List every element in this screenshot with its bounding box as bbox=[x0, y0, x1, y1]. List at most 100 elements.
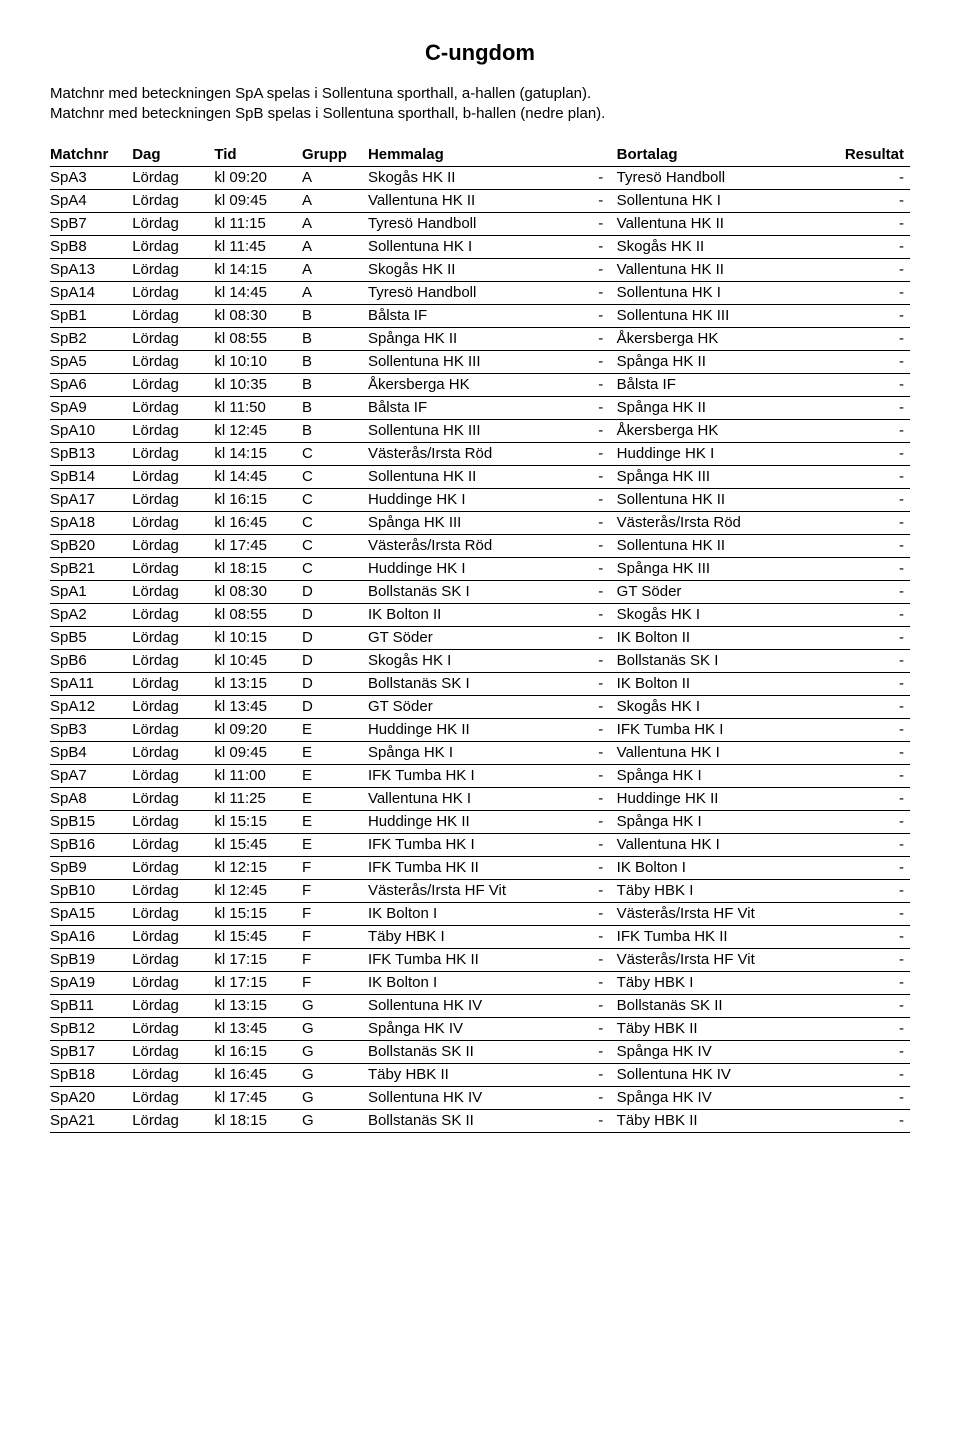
table-row: SpA19Lördagkl 17:15FIK Bolton I-Täby HBK… bbox=[50, 971, 910, 994]
cell-grupp: G bbox=[302, 1086, 368, 1109]
cell-dash: - bbox=[591, 396, 617, 419]
cell-bortalag: Spånga HK II bbox=[617, 396, 840, 419]
cell-dash: - bbox=[591, 718, 617, 741]
cell-bortalag: Spånga HK III bbox=[617, 557, 840, 580]
cell-dash: - bbox=[591, 810, 617, 833]
cell-bortalag: Vallentuna HK I bbox=[617, 741, 840, 764]
cell-resultat: - bbox=[839, 994, 910, 1017]
cell-grupp: A bbox=[302, 166, 368, 189]
cell-dag: Lördag bbox=[132, 856, 214, 879]
cell-dash: - bbox=[591, 1109, 617, 1132]
table-row: SpB9Lördagkl 12:15FIFK Tumba HK II-IK Bo… bbox=[50, 856, 910, 879]
cell-resultat: - bbox=[839, 948, 910, 971]
cell-dash: - bbox=[591, 672, 617, 695]
cell-bortalag: Sollentuna HK I bbox=[617, 281, 840, 304]
cell-dash: - bbox=[591, 764, 617, 787]
cell-dag: Lördag bbox=[132, 1040, 214, 1063]
cell-grupp: E bbox=[302, 718, 368, 741]
cell-grupp: F bbox=[302, 948, 368, 971]
cell-resultat: - bbox=[839, 764, 910, 787]
cell-resultat: - bbox=[839, 1040, 910, 1063]
cell-resultat: - bbox=[839, 442, 910, 465]
cell-hemmalag: Bollstanäs SK I bbox=[368, 580, 591, 603]
table-row: SpA8Lördagkl 11:25EVallentuna HK I-Huddi… bbox=[50, 787, 910, 810]
cell-matchnr: SpA8 bbox=[50, 787, 132, 810]
cell-bortalag: Sollentuna HK IV bbox=[617, 1063, 840, 1086]
cell-resultat: - bbox=[839, 718, 910, 741]
cell-matchnr: SpB8 bbox=[50, 235, 132, 258]
header-grupp: Grupp bbox=[302, 143, 368, 167]
cell-dag: Lördag bbox=[132, 741, 214, 764]
cell-hemmalag: GT Söder bbox=[368, 695, 591, 718]
cell-dash: - bbox=[591, 580, 617, 603]
cell-tid: kl 13:45 bbox=[214, 1017, 302, 1040]
cell-hemmalag: Sollentuna HK IV bbox=[368, 1086, 591, 1109]
cell-dag: Lördag bbox=[132, 810, 214, 833]
table-row: SpB2Lördagkl 08:55BSpånga HK II-Åkersber… bbox=[50, 327, 910, 350]
cell-dash: - bbox=[591, 189, 617, 212]
table-row: SpB18Lördagkl 16:45GTäby HBK II-Sollentu… bbox=[50, 1063, 910, 1086]
cell-bortalag: Spånga HK IV bbox=[617, 1040, 840, 1063]
table-row: SpB7Lördagkl 11:15ATyresö Handboll-Valle… bbox=[50, 212, 910, 235]
cell-tid: kl 08:55 bbox=[214, 603, 302, 626]
cell-resultat: - bbox=[839, 603, 910, 626]
cell-dag: Lördag bbox=[132, 235, 214, 258]
cell-resultat: - bbox=[839, 810, 910, 833]
cell-matchnr: SpB20 bbox=[50, 534, 132, 557]
cell-dash: - bbox=[591, 603, 617, 626]
cell-tid: kl 09:20 bbox=[214, 166, 302, 189]
cell-grupp: C bbox=[302, 511, 368, 534]
cell-bortalag: Skogås HK I bbox=[617, 603, 840, 626]
cell-grupp: G bbox=[302, 1109, 368, 1132]
table-row: SpB17Lördagkl 16:15GBollstanäs SK II-Spå… bbox=[50, 1040, 910, 1063]
cell-dash: - bbox=[591, 1086, 617, 1109]
cell-resultat: - bbox=[839, 580, 910, 603]
table-row: SpB12Lördagkl 13:45GSpånga HK IV-Täby HB… bbox=[50, 1017, 910, 1040]
cell-tid: kl 08:30 bbox=[214, 580, 302, 603]
cell-bortalag: IK Bolton II bbox=[617, 672, 840, 695]
cell-tid: kl 17:45 bbox=[214, 534, 302, 557]
cell-resultat: - bbox=[839, 1063, 910, 1086]
cell-dash: - bbox=[591, 557, 617, 580]
cell-dag: Lördag bbox=[132, 327, 214, 350]
cell-hemmalag: Vallentuna HK I bbox=[368, 787, 591, 810]
cell-bortalag: GT Söder bbox=[617, 580, 840, 603]
cell-resultat: - bbox=[839, 511, 910, 534]
cell-tid: kl 14:15 bbox=[214, 258, 302, 281]
cell-dag: Lördag bbox=[132, 465, 214, 488]
cell-hemmalag: Huddinge HK I bbox=[368, 488, 591, 511]
cell-tid: kl 10:45 bbox=[214, 649, 302, 672]
cell-matchnr: SpB7 bbox=[50, 212, 132, 235]
cell-grupp: C bbox=[302, 557, 368, 580]
cell-hemmalag: IFK Tumba HK I bbox=[368, 764, 591, 787]
cell-tid: kl 08:30 bbox=[214, 304, 302, 327]
cell-dag: Lördag bbox=[132, 396, 214, 419]
cell-matchnr: SpB1 bbox=[50, 304, 132, 327]
cell-resultat: - bbox=[839, 212, 910, 235]
table-row: SpB11Lördagkl 13:15GSollentuna HK IV-Bol… bbox=[50, 994, 910, 1017]
cell-bortalag: Västerås/Irsta HF Vit bbox=[617, 948, 840, 971]
cell-bortalag: Tyresö Handboll bbox=[617, 166, 840, 189]
table-row: SpA9Lördagkl 11:50BBålsta IF-Spånga HK I… bbox=[50, 396, 910, 419]
cell-bortalag: IFK Tumba HK II bbox=[617, 925, 840, 948]
cell-resultat: - bbox=[839, 465, 910, 488]
cell-resultat: - bbox=[839, 1109, 910, 1132]
intro-line-1: Matchnr med beteckningen SpA spelas i So… bbox=[50, 84, 910, 104]
cell-hemmalag: Skogås HK II bbox=[368, 166, 591, 189]
table-row: SpA6Lördagkl 10:35BÅkersberga HK-Bålsta … bbox=[50, 373, 910, 396]
cell-grupp: F bbox=[302, 902, 368, 925]
cell-dash: - bbox=[591, 925, 617, 948]
cell-dag: Lördag bbox=[132, 557, 214, 580]
cell-tid: kl 16:45 bbox=[214, 511, 302, 534]
cell-bortalag: Åkersberga HK bbox=[617, 419, 840, 442]
cell-tid: kl 15:45 bbox=[214, 833, 302, 856]
cell-dag: Lördag bbox=[132, 419, 214, 442]
cell-resultat: - bbox=[839, 902, 910, 925]
cell-resultat: - bbox=[839, 373, 910, 396]
table-row: SpB16Lördagkl 15:45EIFK Tumba HK I-Valle… bbox=[50, 833, 910, 856]
cell-dag: Lördag bbox=[132, 1086, 214, 1109]
cell-bortalag: Åkersberga HK bbox=[617, 327, 840, 350]
cell-hemmalag: Vallentuna HK II bbox=[368, 189, 591, 212]
cell-grupp: F bbox=[302, 925, 368, 948]
cell-matchnr: SpA19 bbox=[50, 971, 132, 994]
